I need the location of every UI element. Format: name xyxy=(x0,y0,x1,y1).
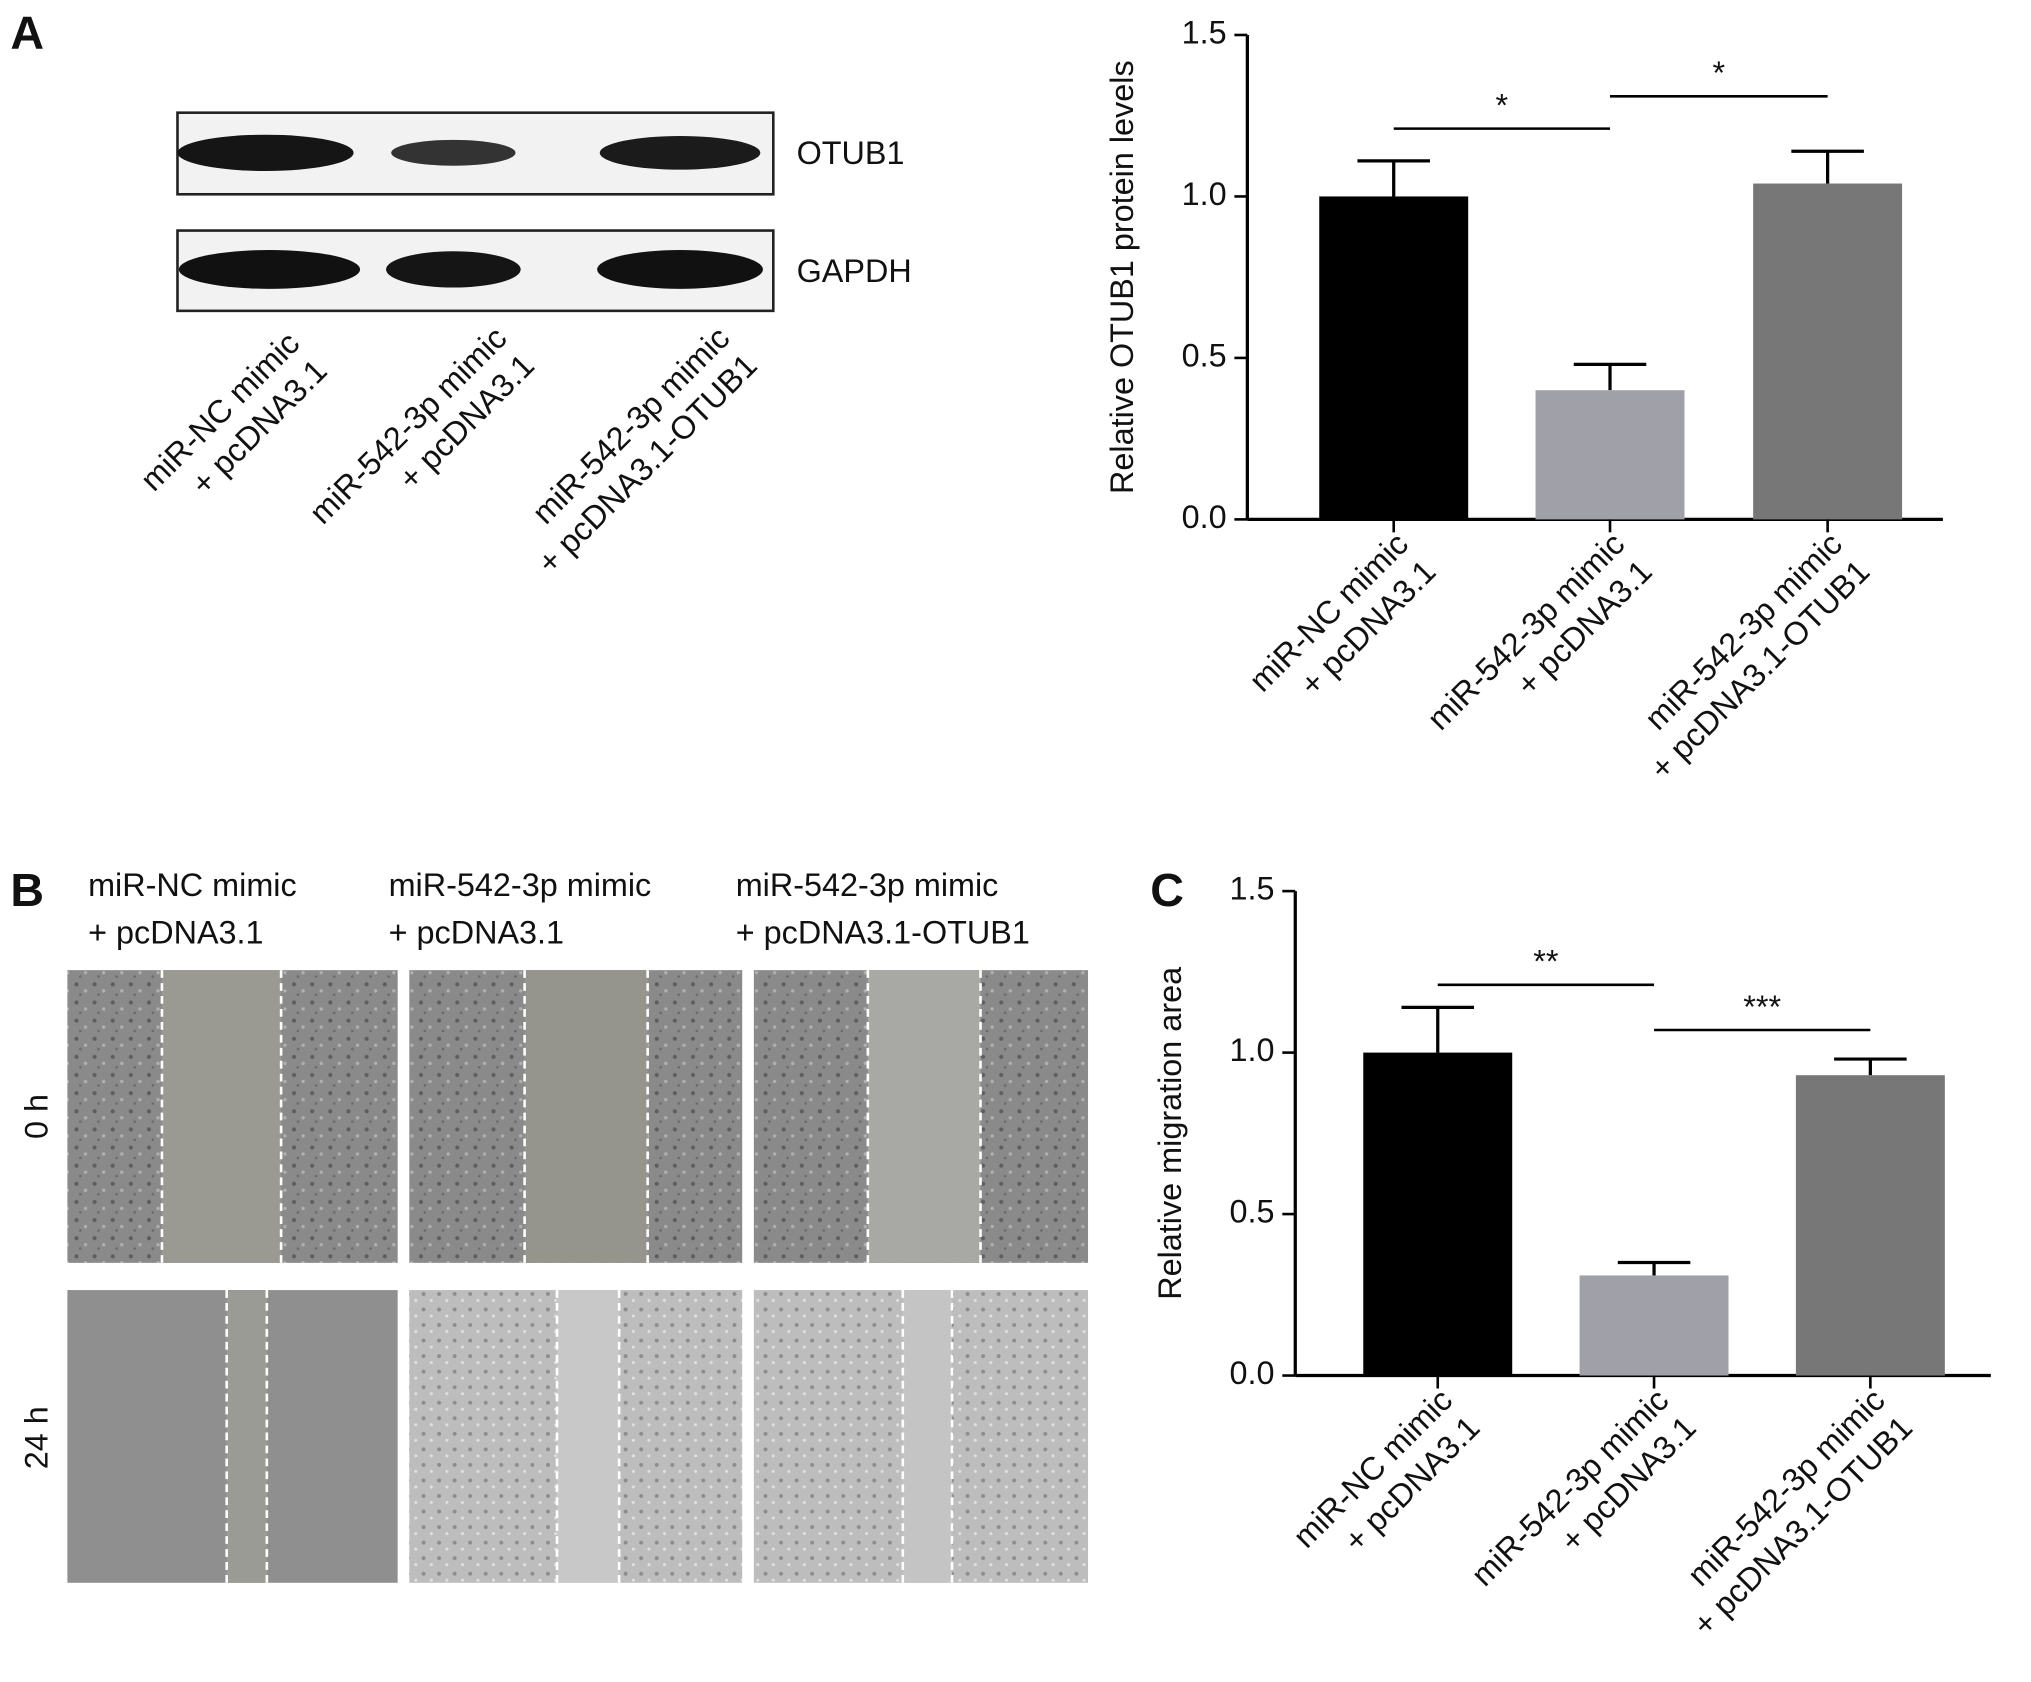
y-tick-label: 0.0 xyxy=(1182,499,1227,535)
bar xyxy=(1795,1075,1945,1376)
significance-label: *** xyxy=(1743,989,1781,1025)
column-header: miR-NC mimic xyxy=(88,867,297,903)
bar xyxy=(1363,1052,1513,1376)
y-tick-label: 0.0 xyxy=(1230,1355,1275,1391)
y-tick-label: 1.5 xyxy=(1230,871,1275,907)
y-axis-title: Relative migration area xyxy=(1152,967,1188,1300)
row-label: 24 h xyxy=(18,1406,54,1469)
panel-label: B xyxy=(10,864,44,916)
y-tick-label: 0.5 xyxy=(1230,1194,1275,1230)
column-header: miR-542-3p mimic xyxy=(736,867,999,903)
y-axis-title: Relative OTUB1 protein levels xyxy=(1104,60,1140,494)
panel-label: C xyxy=(1150,864,1184,916)
column-header: miR-542-3p mimic xyxy=(389,867,652,903)
significance-label: * xyxy=(1496,87,1509,123)
scratch-images: miR-NC mimic + pcDNA3.1 miR-542-3p mimic… xyxy=(18,867,1089,1583)
western-blot: OTUB1 GAPDH xyxy=(176,111,912,313)
bar xyxy=(1319,196,1469,520)
bar xyxy=(1753,183,1903,520)
band-label: GAPDH xyxy=(797,253,912,289)
bar xyxy=(1579,1275,1729,1376)
y-tick-label: 1.0 xyxy=(1230,1032,1275,1068)
y-tick-label: 1.0 xyxy=(1182,176,1227,212)
column-header: + pcDNA3.1 xyxy=(88,915,263,951)
bar xyxy=(1535,390,1685,520)
column-header: + pcDNA3.1 xyxy=(389,915,564,951)
column-header: + pcDNA3.1-OTUB1 xyxy=(736,915,1030,951)
band-label: OTUB1 xyxy=(797,135,905,171)
significance-label: ** xyxy=(1533,944,1559,980)
y-tick-label: 0.5 xyxy=(1182,337,1227,373)
panel-label: A xyxy=(10,7,44,59)
row-label: 0 h xyxy=(18,1094,54,1139)
significance-label: * xyxy=(1713,55,1726,91)
y-tick-label: 1.5 xyxy=(1182,15,1227,51)
